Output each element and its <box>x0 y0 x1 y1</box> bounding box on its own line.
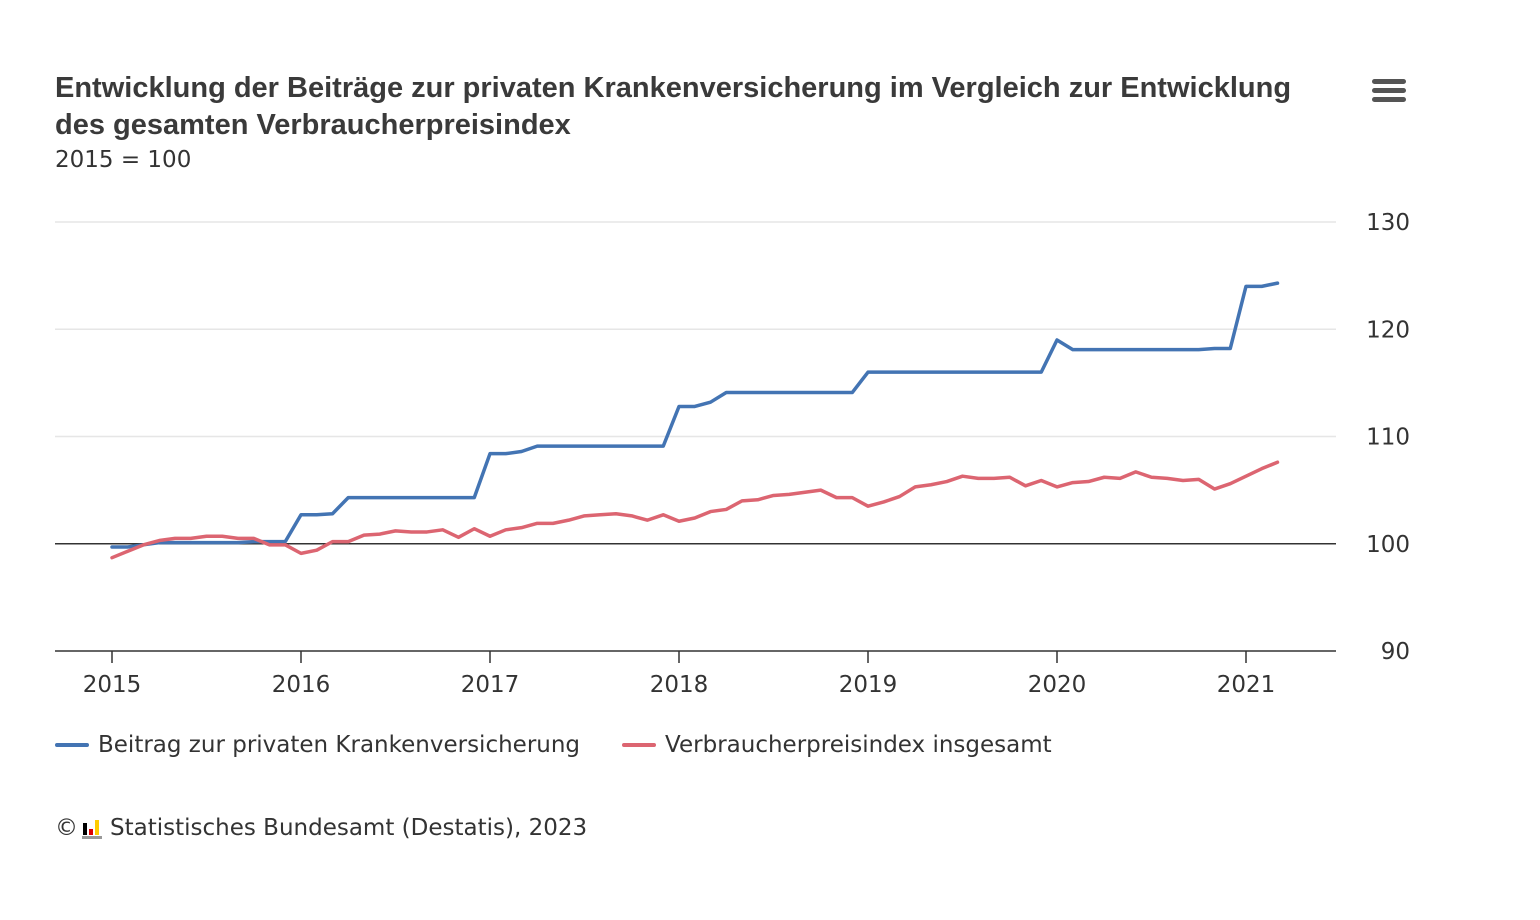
x-tick-label: 2020 <box>1028 672 1087 698</box>
y-tick-label: 90 <box>1381 639 1410 665</box>
credits-text: Statistisches Bundesamt (Destatis), 2023 <box>110 815 588 841</box>
copyright-symbol: © <box>55 815 78 841</box>
axes: 90 100 110 120 130 2015 2016 2017 2018 2019 2020 20… <box>83 210 1410 698</box>
series-line-beitrag[interactable] <box>110 281 1280 549</box>
grid-lines <box>55 221 1336 652</box>
x-tick-label: 2021 <box>1217 672 1276 698</box>
menu-bar <box>1372 79 1406 84</box>
line-chart: 90 100 110 120 130 2015 2016 2017 2018 2019 2020 20… <box>55 210 1410 698</box>
legend-swatch-vpi <box>622 743 657 747</box>
legend-label-vpi: Verbraucherpreisindex insgesamt <box>665 732 1052 758</box>
x-tick-label: 2019 <box>839 672 898 698</box>
y-tick-label: 110 <box>1366 425 1410 451</box>
legend-swatch-beitrag <box>55 743 89 747</box>
y-tick-label: 130 <box>1366 210 1410 236</box>
menu-bar <box>1372 97 1406 102</box>
chart-subtitle: 2015 = 100 <box>55 147 192 173</box>
legend-item-beitrag[interactable]: Beitrag zur privaten Krankenversicherung <box>55 732 580 758</box>
x-tick-label: 2015 <box>83 672 142 698</box>
series-lines <box>110 281 1280 560</box>
chart-title: Entwicklung der Beiträge zur privaten Kr… <box>55 72 1292 141</box>
legend-label-beitrag: Beitrag zur privaten Krankenversicherung <box>98 732 581 758</box>
credits[interactable]: © Statistisches Bundesamt (Destatis), 20… <box>55 812 587 844</box>
series-line-vpi[interactable] <box>110 460 1280 560</box>
legend: Beitrag zur privaten Krankenversicherung… <box>55 728 1094 762</box>
x-tick-label: 2016 <box>272 672 331 698</box>
x-tick-label: 2018 <box>650 672 709 698</box>
destatis-logo-icon <box>82 817 104 839</box>
hamburger-menu-icon[interactable] <box>1366 72 1412 110</box>
y-tick-label: 100 <box>1366 532 1410 558</box>
legend-item-vpi[interactable]: Verbraucherpreisindex insgesamt <box>622 732 1052 758</box>
x-tick-label: 2017 <box>461 672 520 698</box>
menu-bar <box>1372 88 1406 93</box>
y-tick-label: 120 <box>1366 317 1410 343</box>
